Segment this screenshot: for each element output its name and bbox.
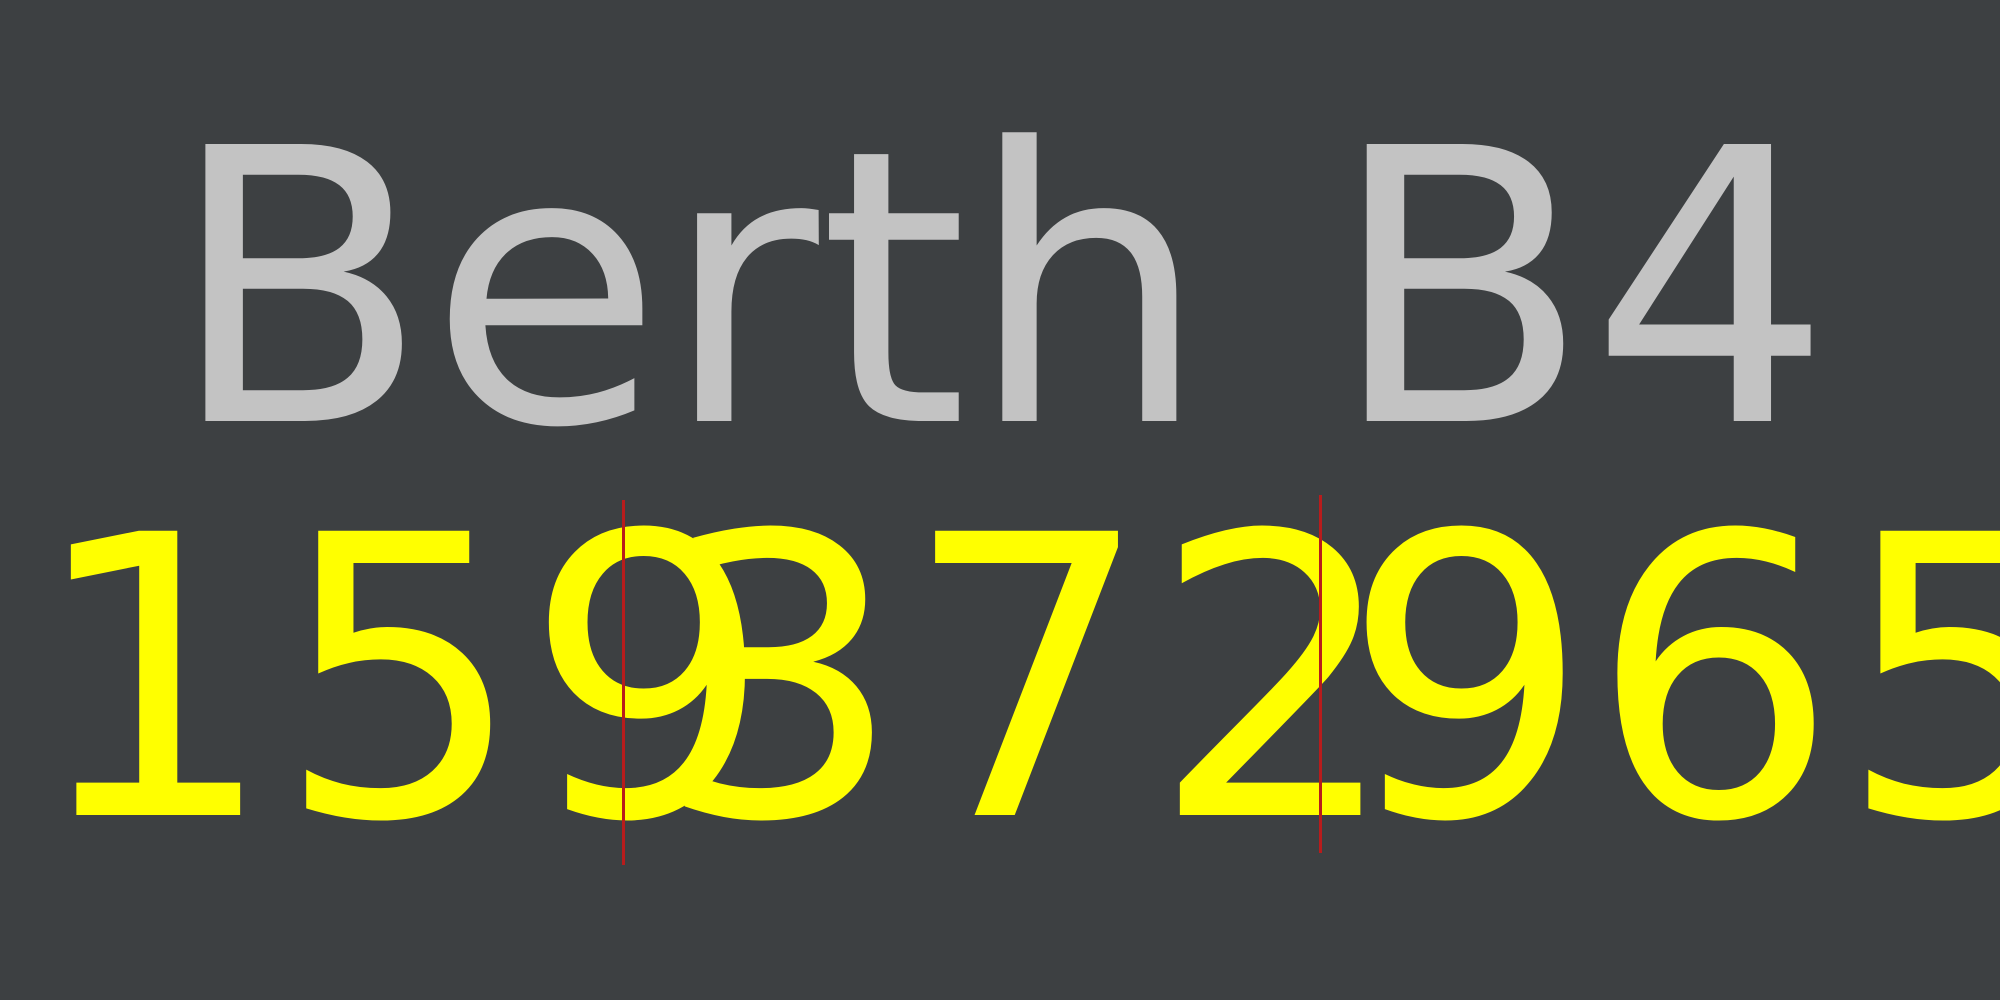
digit: 9 <box>524 453 773 907</box>
digit: 6 <box>1590 453 1839 907</box>
digit: 2 <box>1151 453 1400 907</box>
digit-group-3: 9 6 5 <box>1342 453 2000 907</box>
berth-title: Berth B4 <box>168 68 1832 511</box>
digit: 3 <box>655 453 904 907</box>
digit: 5 <box>1838 453 2000 907</box>
digit: 1 <box>28 453 277 907</box>
digit-group-2: 3 7 2 <box>655 453 1399 907</box>
digit-group-1: 1 5 9 <box>28 453 772 907</box>
digit: 5 <box>276 453 525 907</box>
digit: 7 <box>903 453 1152 907</box>
group-divider <box>622 500 625 865</box>
digit: 9 <box>1342 453 1591 907</box>
group-divider <box>1319 495 1322 853</box>
